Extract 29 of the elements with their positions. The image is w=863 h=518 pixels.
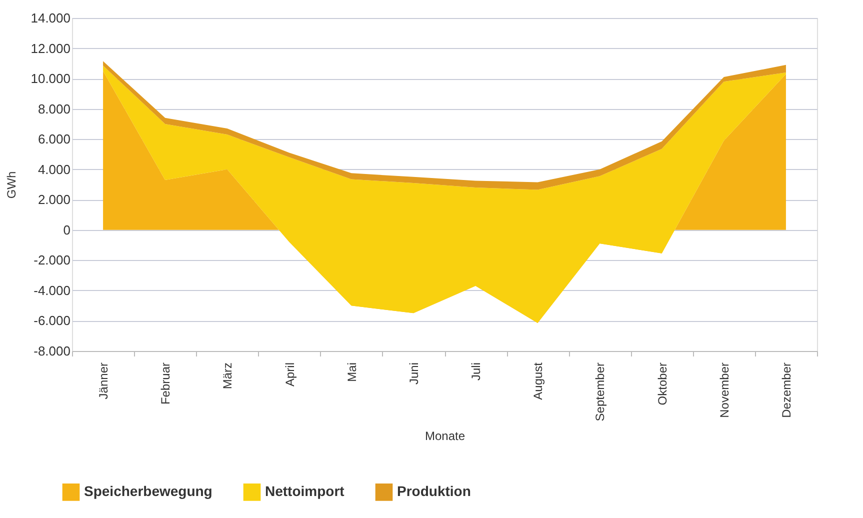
y-tick-label: -2.000 xyxy=(34,252,70,268)
y-tick-label: -8.000 xyxy=(34,344,70,358)
x-tick-label: Februar xyxy=(158,362,173,405)
x-tick-label: August xyxy=(531,362,546,400)
y-tick-label: -4.000 xyxy=(34,282,70,298)
legend-label: Speicherbewegung xyxy=(84,483,212,500)
y-tick-label: 10.000 xyxy=(30,71,70,86)
y-tick-label: 6.000 xyxy=(38,132,70,147)
y-tick-label: 12.000 xyxy=(30,40,70,56)
y-axis-title: GWh xyxy=(4,171,19,199)
x-tick-label: Juli xyxy=(469,362,484,381)
y-tick-label: 14.000 xyxy=(30,10,70,26)
x-tick-label: Jänner xyxy=(96,362,111,400)
y-tick-label: 2.000 xyxy=(38,192,70,208)
legend-label: Produktion xyxy=(397,483,471,500)
y-tick-label: -6.000 xyxy=(34,313,70,328)
x-tick-label: Oktober xyxy=(655,362,670,406)
x-tick-label: Dezember xyxy=(779,362,794,418)
y-tick-label: 4.000 xyxy=(38,162,70,177)
x-tick-label: November xyxy=(717,362,732,418)
x-tick-label: Mai xyxy=(344,362,359,382)
x-tick-label: April xyxy=(282,362,297,387)
x-tick-label: September xyxy=(593,362,608,422)
x-tick-label: Juni xyxy=(406,362,421,385)
y-tick-label: 8.000 xyxy=(38,101,70,116)
legend-label: Nettoimport xyxy=(265,483,345,500)
x-tick-label: März xyxy=(220,362,235,390)
y-tick-label: 0 xyxy=(63,222,70,238)
x-axis-title: Monate xyxy=(424,429,466,444)
